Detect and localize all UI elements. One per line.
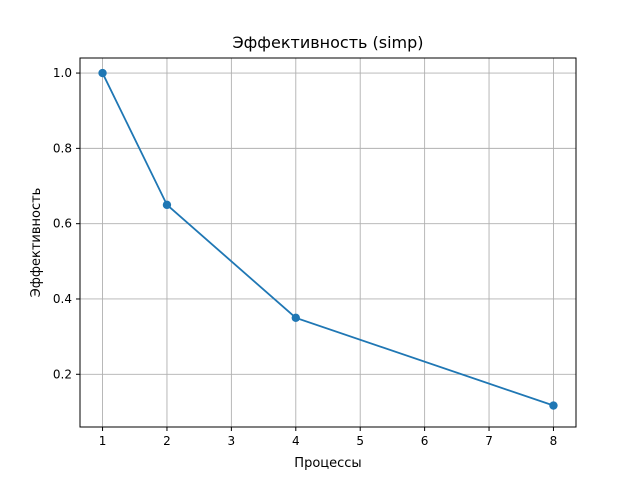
x-tick-label: 3 bbox=[228, 434, 236, 448]
plot-frame bbox=[79, 57, 577, 428]
x-tick-label: 7 bbox=[485, 434, 493, 448]
x-tick-label: 4 bbox=[292, 434, 300, 448]
y-tick-label: 0.4 bbox=[53, 292, 72, 306]
grid bbox=[80, 58, 576, 427]
series bbox=[98, 68, 558, 410]
x-axis-label: Процессы bbox=[294, 456, 361, 471]
x-tick-label: 5 bbox=[356, 434, 364, 448]
x-tick-label: 2 bbox=[163, 434, 171, 448]
chart-title: Эффективность (simp) bbox=[232, 33, 423, 52]
x-tick-label: 1 bbox=[99, 434, 107, 448]
y-tick-label: 0.8 bbox=[53, 141, 72, 155]
y-axis-label: Эффективность bbox=[29, 188, 44, 298]
series-line bbox=[101, 72, 554, 407]
axis-ticks: 1 2 3 4 5 6 7 8 0.2 0.4 0.6 0.8 1.0 bbox=[53, 66, 557, 448]
x-tick-label: 6 bbox=[421, 434, 429, 448]
y-tick-label: 0.2 bbox=[53, 367, 72, 381]
y-tick-label: 0.6 bbox=[53, 217, 72, 231]
data-point bbox=[98, 68, 107, 78]
data-point bbox=[162, 200, 172, 210]
data-point bbox=[549, 401, 558, 410]
data-point bbox=[291, 313, 300, 323]
y-tick-label: 1.0 bbox=[53, 66, 72, 80]
x-tick-label: 8 bbox=[550, 434, 558, 448]
